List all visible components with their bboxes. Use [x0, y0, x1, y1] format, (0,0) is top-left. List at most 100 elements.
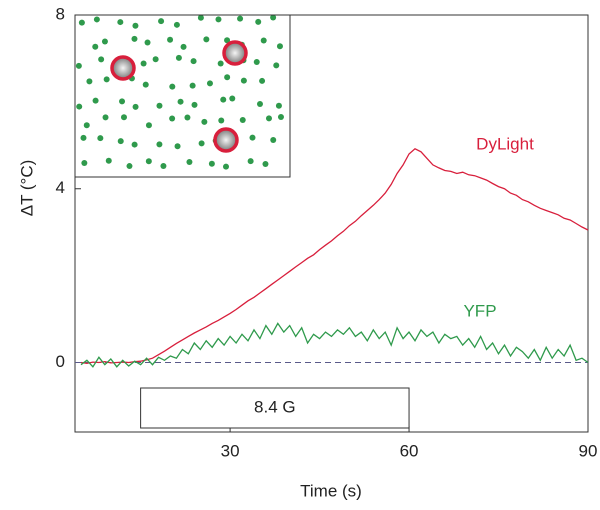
inset-dot	[132, 22, 139, 29]
inset-dot	[140, 60, 147, 67]
inset-dot	[259, 77, 266, 84]
inset-dot	[80, 134, 87, 141]
inset-dot	[256, 100, 263, 107]
inset-dot	[186, 158, 193, 165]
x-tick-label: 90	[579, 441, 598, 460]
inset-dot	[158, 18, 165, 25]
inset-dot	[131, 141, 138, 148]
inset-dot	[75, 62, 82, 69]
inset-dot	[101, 38, 108, 45]
inset-bead	[213, 127, 239, 153]
inset-dot	[93, 16, 100, 23]
inset-dot	[239, 116, 246, 123]
inset-dot	[169, 83, 176, 90]
inset-dot	[262, 161, 269, 168]
inset-dot	[145, 158, 152, 165]
inset-dot	[270, 14, 277, 21]
inset-dot	[215, 16, 222, 23]
inset-dot	[173, 21, 180, 28]
inset-dot	[174, 143, 181, 150]
inset-dot	[224, 74, 231, 81]
inset-dot	[270, 137, 277, 144]
inset-dot	[103, 76, 110, 83]
inset-bead	[110, 55, 136, 81]
inset-dot	[191, 101, 198, 108]
inset-dot	[152, 56, 159, 63]
inset-dot	[145, 122, 152, 129]
inset-dot	[277, 114, 284, 121]
inset-dot	[217, 60, 224, 67]
inset-dot	[120, 114, 127, 121]
inset-dot	[237, 15, 244, 22]
inset-dot	[97, 135, 104, 142]
y-tick-label: 4	[56, 178, 65, 197]
inset-dot	[92, 43, 99, 50]
inset-dot	[175, 54, 182, 61]
inset-dot	[105, 157, 112, 164]
inset-dot	[249, 134, 256, 141]
inset-dot	[167, 36, 174, 43]
inset-image	[74, 14, 291, 178]
inset-dot	[102, 114, 109, 121]
inset-dot	[78, 19, 85, 26]
plot-frame	[74, 14, 589, 433]
inset-dot	[229, 95, 236, 102]
x-tick-label: 60	[400, 441, 419, 460]
inset-dot	[247, 158, 254, 165]
y-tick-label: 0	[56, 352, 65, 371]
series-line	[80, 322, 589, 368]
inset-dot	[131, 35, 138, 42]
inset-dot	[198, 140, 205, 147]
inset-dot	[83, 122, 90, 129]
inset-dot	[203, 36, 210, 43]
inset-dot	[190, 58, 197, 65]
inset-dot	[265, 115, 272, 122]
inset-dot	[184, 114, 191, 121]
y-tick-label: 8	[56, 4, 65, 23]
series-line	[80, 148, 589, 365]
inset-dot	[206, 80, 213, 87]
inset-dot	[98, 56, 105, 63]
inset-dot	[160, 162, 167, 169]
inset-dot	[86, 78, 93, 85]
inset-dot	[92, 97, 99, 104]
inset-dot	[218, 117, 225, 124]
inset-dot	[253, 58, 260, 65]
inset-dot	[275, 102, 282, 109]
inset-dot	[177, 98, 184, 105]
y-axis-label: ΔT (°C)	[17, 160, 36, 217]
inset-dot	[81, 160, 88, 167]
inset-dot	[197, 14, 204, 21]
inset-dot	[126, 163, 133, 170]
inset-dot	[117, 19, 124, 26]
inset-dot	[224, 37, 231, 44]
series-label: YFP	[463, 301, 496, 320]
inset-dot	[76, 103, 83, 110]
inset-dot	[119, 98, 126, 105]
inset-dot	[208, 160, 215, 167]
series-label: DyLight	[476, 134, 534, 153]
inset-dot	[223, 163, 230, 170]
inset-dot	[142, 81, 149, 88]
inset-dot	[117, 138, 124, 145]
inset-bead	[222, 40, 248, 66]
x-axis-label: Time (s)	[300, 481, 362, 500]
inset-dot	[169, 115, 176, 122]
inset-dot	[220, 96, 227, 103]
inset-dot	[156, 102, 163, 109]
inset-dot	[260, 37, 267, 44]
x-tick-label: 30	[221, 441, 240, 460]
inset-dot	[201, 118, 208, 125]
inset-dot	[240, 77, 247, 84]
inset-dot	[276, 43, 283, 50]
inset-dot	[132, 103, 139, 110]
inset-dot	[144, 39, 151, 46]
inset-dot	[189, 82, 196, 89]
inset-dot	[156, 141, 163, 148]
stimulus-box	[140, 387, 410, 429]
inset-dot	[255, 18, 262, 25]
stimulus-label: 8.4 G	[254, 397, 296, 416]
inset-dot	[180, 43, 187, 50]
